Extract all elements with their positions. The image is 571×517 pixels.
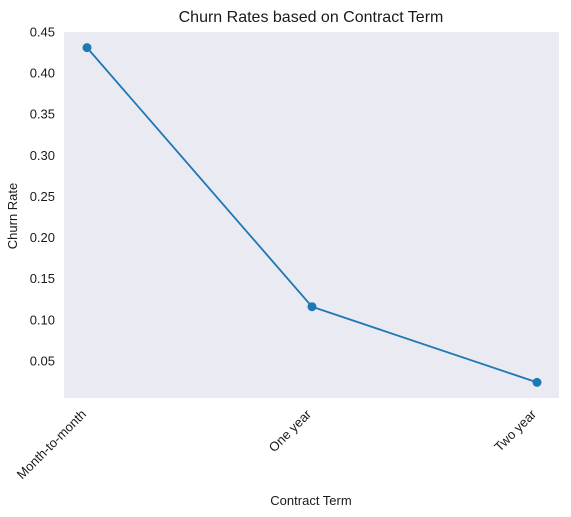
x-axis-label: Contract Term bbox=[270, 493, 351, 508]
data-point bbox=[532, 377, 542, 387]
y-tick-label: 0.35 bbox=[30, 107, 55, 122]
x-tick-label: One year bbox=[266, 406, 315, 455]
y-axis-ticks: 0.05 0.10 0.15 0.20 0.25 0.30 0.35 0.40 0.45 bbox=[30, 25, 55, 369]
x-axis-ticks: Month-to-month One year Two year bbox=[14, 406, 540, 482]
x-tick-label: Two year bbox=[491, 406, 539, 454]
y-tick-label: 0.30 bbox=[30, 148, 55, 163]
data-point bbox=[307, 302, 317, 312]
y-tick-label: 0.45 bbox=[30, 25, 55, 40]
y-tick-label: 0.40 bbox=[30, 66, 55, 81]
x-tick-label: Month-to-month bbox=[14, 407, 89, 482]
data-points bbox=[82, 43, 542, 387]
y-axis-label: Churn Rate bbox=[5, 183, 20, 249]
y-tick-label: 0.10 bbox=[30, 312, 55, 327]
data-point bbox=[82, 43, 92, 53]
y-tick-label: 0.15 bbox=[30, 271, 55, 286]
chart-title: Churn Rates based on Contract Term bbox=[179, 9, 444, 26]
y-tick-label: 0.05 bbox=[30, 353, 55, 368]
y-tick-label: 0.20 bbox=[30, 230, 55, 245]
y-tick-label: 0.25 bbox=[30, 189, 55, 204]
plot-area bbox=[64, 32, 559, 398]
